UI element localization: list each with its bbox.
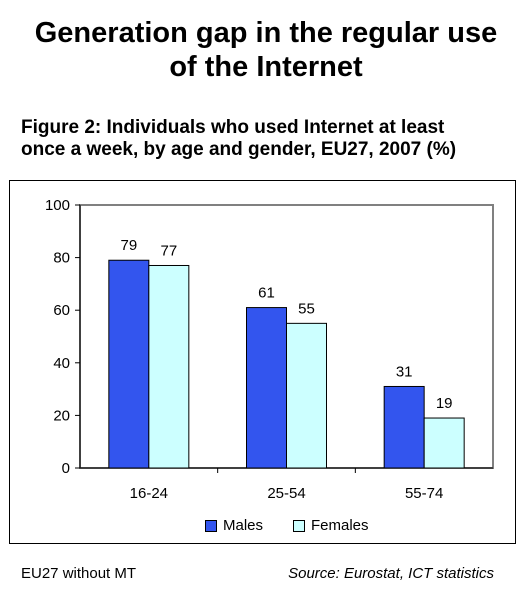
y-tick-label: 80 (53, 250, 70, 267)
data-label: 19 (436, 395, 453, 412)
bar-males (246, 307, 287, 469)
legend-item-males: Males (205, 517, 263, 534)
data-label: 77 (160, 242, 177, 259)
y-tick-label: 60 (53, 302, 70, 319)
data-label: 31 (396, 363, 413, 380)
data-label: 79 (120, 237, 137, 254)
bar-males (383, 385, 425, 469)
legend-label-females: Females (311, 517, 369, 534)
figure-title: Figure 2: Individuals who used Internet … (21, 117, 521, 161)
data-label: 61 (258, 285, 275, 302)
page-title-line-1: Generation gap in the regular use (34, 17, 498, 49)
legend-swatch-females (293, 519, 305, 532)
x-tick-label: 16-24 (130, 485, 168, 502)
legend-swatch-males (205, 519, 217, 532)
bar-males (108, 259, 150, 469)
source-note: Source: Eurostat, ICT statistics (288, 565, 494, 582)
legend-label-males: Males (223, 517, 264, 534)
page-title: Generation gap in the regular use of the… (0, 16, 532, 84)
legend-item-females: Females (293, 517, 369, 534)
figure-title-line-2: once a week, by age and gender, EU27, 20… (21, 139, 457, 160)
data-label: 55 (298, 300, 315, 317)
footnote: EU27 without MT (21, 565, 137, 582)
y-tick-label: 0 (62, 460, 70, 477)
bar-females (286, 322, 327, 469)
y-tick-label: 20 (53, 407, 70, 424)
figure-title-line-1: Figure 2: Individuals who used Internet … (21, 117, 445, 138)
x-tick-label: 25-54 (267, 485, 305, 502)
x-tick-label: 55-74 (405, 485, 443, 502)
page-title-line-2: of the Internet (169, 51, 363, 83)
bar-females (423, 417, 465, 469)
y-tick-label: 40 (53, 355, 70, 372)
y-tick-label: 100 (45, 197, 70, 214)
bar-females (148, 264, 190, 469)
